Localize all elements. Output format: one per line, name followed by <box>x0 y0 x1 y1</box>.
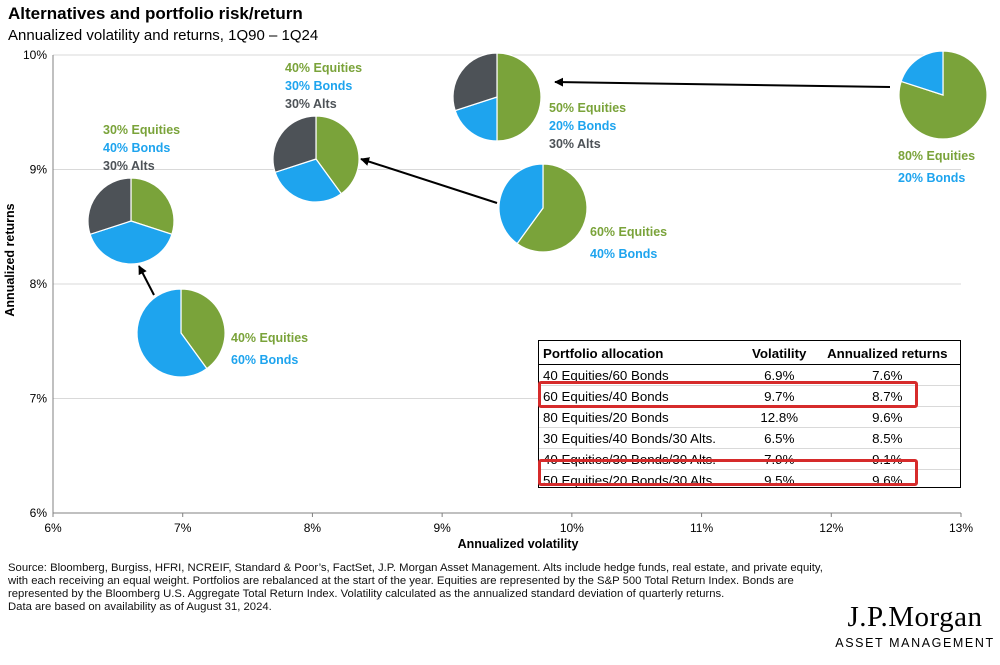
cell-returns: 9.6% <box>814 406 960 428</box>
pie-80-equities-20-bonds <box>898 50 988 140</box>
pie-label-equities: 40% Equities <box>285 61 362 75</box>
pie-slice-bonds <box>454 96 498 142</box>
arrow <box>138 265 155 296</box>
arrow-layer <box>138 77 891 296</box>
pie-label-equities: 60% Equities <box>590 225 667 239</box>
x-tick-label: 8% <box>304 521 322 535</box>
cell-allocation: 40 Equities/60 Bonds <box>539 364 744 386</box>
pie-label-bonds: 40% Bonds <box>103 141 170 155</box>
logo-wordmark: J.P.Morgan <box>847 601 983 633</box>
cell-returns: 8.5% <box>814 427 960 449</box>
pie-30-equities-40-bonds-30-alts <box>87 177 175 265</box>
pie-50-equities-20-bonds-30-alts <box>452 52 542 142</box>
pie-slice-equities <box>315 115 360 195</box>
cell-volatility: 6.5% <box>743 427 815 449</box>
x-tick-label: 9% <box>433 521 451 535</box>
table-header-row: Portfolio allocation Volatility Annualiz… <box>539 345 960 365</box>
pie-slice-bonds <box>274 158 343 203</box>
pie-slice-equities <box>180 288 226 370</box>
pie-label-equities: 30% Equities <box>103 123 180 137</box>
header-allocation: Portfolio allocation <box>539 345 744 365</box>
cell-allocation: 60 Equities/40 Bonds <box>539 385 744 407</box>
x-tick-label: 10% <box>560 521 584 535</box>
cell-allocation: 80 Equities/20 Bonds <box>539 406 744 428</box>
pie-label-bonds: 40% Bonds <box>590 247 657 261</box>
pie-label-equities: 40% Equities <box>231 331 308 345</box>
pie-label-alts: 30% Alts <box>103 159 155 173</box>
cell-volatility: 6.9% <box>743 364 815 386</box>
y-tick-label: 9% <box>30 163 48 177</box>
arrow <box>360 157 498 204</box>
jpmorgan-logo: J.P.Morgan ASSET MANAGEMENT <box>835 602 995 650</box>
pie-label-bonds: 20% Bonds <box>549 119 616 133</box>
y-tick-label: 6% <box>30 506 48 520</box>
header-volatility: Volatility <box>743 345 815 365</box>
pie-slice-equities <box>130 177 175 236</box>
y-axis-label: Annualized returns <box>3 203 17 316</box>
header-returns: Annualized returns <box>814 345 960 365</box>
y-tick-label: 7% <box>30 392 48 406</box>
arrow <box>554 77 891 88</box>
pie-slice-equities <box>516 163 588 253</box>
pie-slice-alts <box>452 52 498 112</box>
pie-label-alts: 30% Alts <box>549 137 601 151</box>
x-tick-label: 6% <box>44 521 62 535</box>
x-tick-label: 7% <box>174 521 192 535</box>
pie-label-bonds: 20% Bonds <box>898 171 965 185</box>
cell-returns: 7.6% <box>814 364 960 386</box>
label-layer: 40% Equities 60% Bonds 60% Equities 40% Bon… <box>103 61 975 367</box>
pie-slice-bonds <box>900 50 944 96</box>
pie-label-bonds: 60% Bonds <box>231 353 298 367</box>
pie-slice-alts <box>272 115 317 174</box>
x-tick-label: 13% <box>949 521 973 535</box>
y-tick-label: 10% <box>23 48 47 62</box>
pie-slice-equities <box>496 52 542 142</box>
x-tick-label: 11% <box>690 521 713 535</box>
table-row: 40 Equities/60 Bonds 6.9% 7.6% <box>539 364 960 386</box>
chart-subtitle: Annualized volatility and returns, 1Q90 … <box>8 27 319 44</box>
pie-layer <box>87 50 988 378</box>
pie-slice-alts <box>87 177 132 236</box>
source-footnote: Source: Bloomberg, Burgiss, HFRI, NCREIF… <box>8 562 823 614</box>
y-tick-label: 8% <box>30 277 48 291</box>
table-row: 30 Equities/40 Bonds/30 Alts. 6.5% 8.5% <box>539 427 960 449</box>
pie-slice-bonds <box>89 220 173 265</box>
cell-allocation: 30 Equities/40 Bonds/30 Alts. <box>539 427 744 449</box>
pie-40-equities-60-bonds <box>136 288 226 378</box>
table-row: 80 Equities/20 Bonds 12.8% 9.6% <box>539 406 960 428</box>
portfolio-table: Portfolio allocation Volatility Annualiz… <box>538 340 961 488</box>
highlight-box-50-20-30 <box>538 459 918 486</box>
logo-subtitle: ASSET MANAGEMENT <box>835 636 995 650</box>
footnote-date: Data are based on availability as of Aug… <box>8 601 272 613</box>
chart-title: Alternatives and portfolio risk/return <box>8 4 303 23</box>
axis-layer: 6% 7% 8% 9% 10% 6% 7% 8% 9% 10% 11% 12% 13% <box>23 48 973 535</box>
pie-label-equities: 50% Equities <box>549 101 626 115</box>
pie-label-alts: 30% Alts <box>285 97 337 111</box>
pie-slice-bonds <box>136 288 208 378</box>
x-axis-label: Annualized volatility <box>458 537 579 551</box>
x-tick-label: 12% <box>819 521 843 535</box>
pie-60-equities-40-bonds <box>498 163 588 253</box>
cell-volatility: 12.8% <box>743 406 815 428</box>
pie-label-equities: 80% Equities <box>898 149 975 163</box>
footnote-source: Source: Bloomberg, Burgiss, HFRI, NCREIF… <box>8 562 823 600</box>
pie-40-equities-30-bonds-30-alts <box>272 115 360 203</box>
pie-slice-bonds <box>498 163 544 245</box>
pie-label-bonds: 30% Bonds <box>285 79 352 93</box>
highlight-box-60-40 <box>538 381 918 408</box>
